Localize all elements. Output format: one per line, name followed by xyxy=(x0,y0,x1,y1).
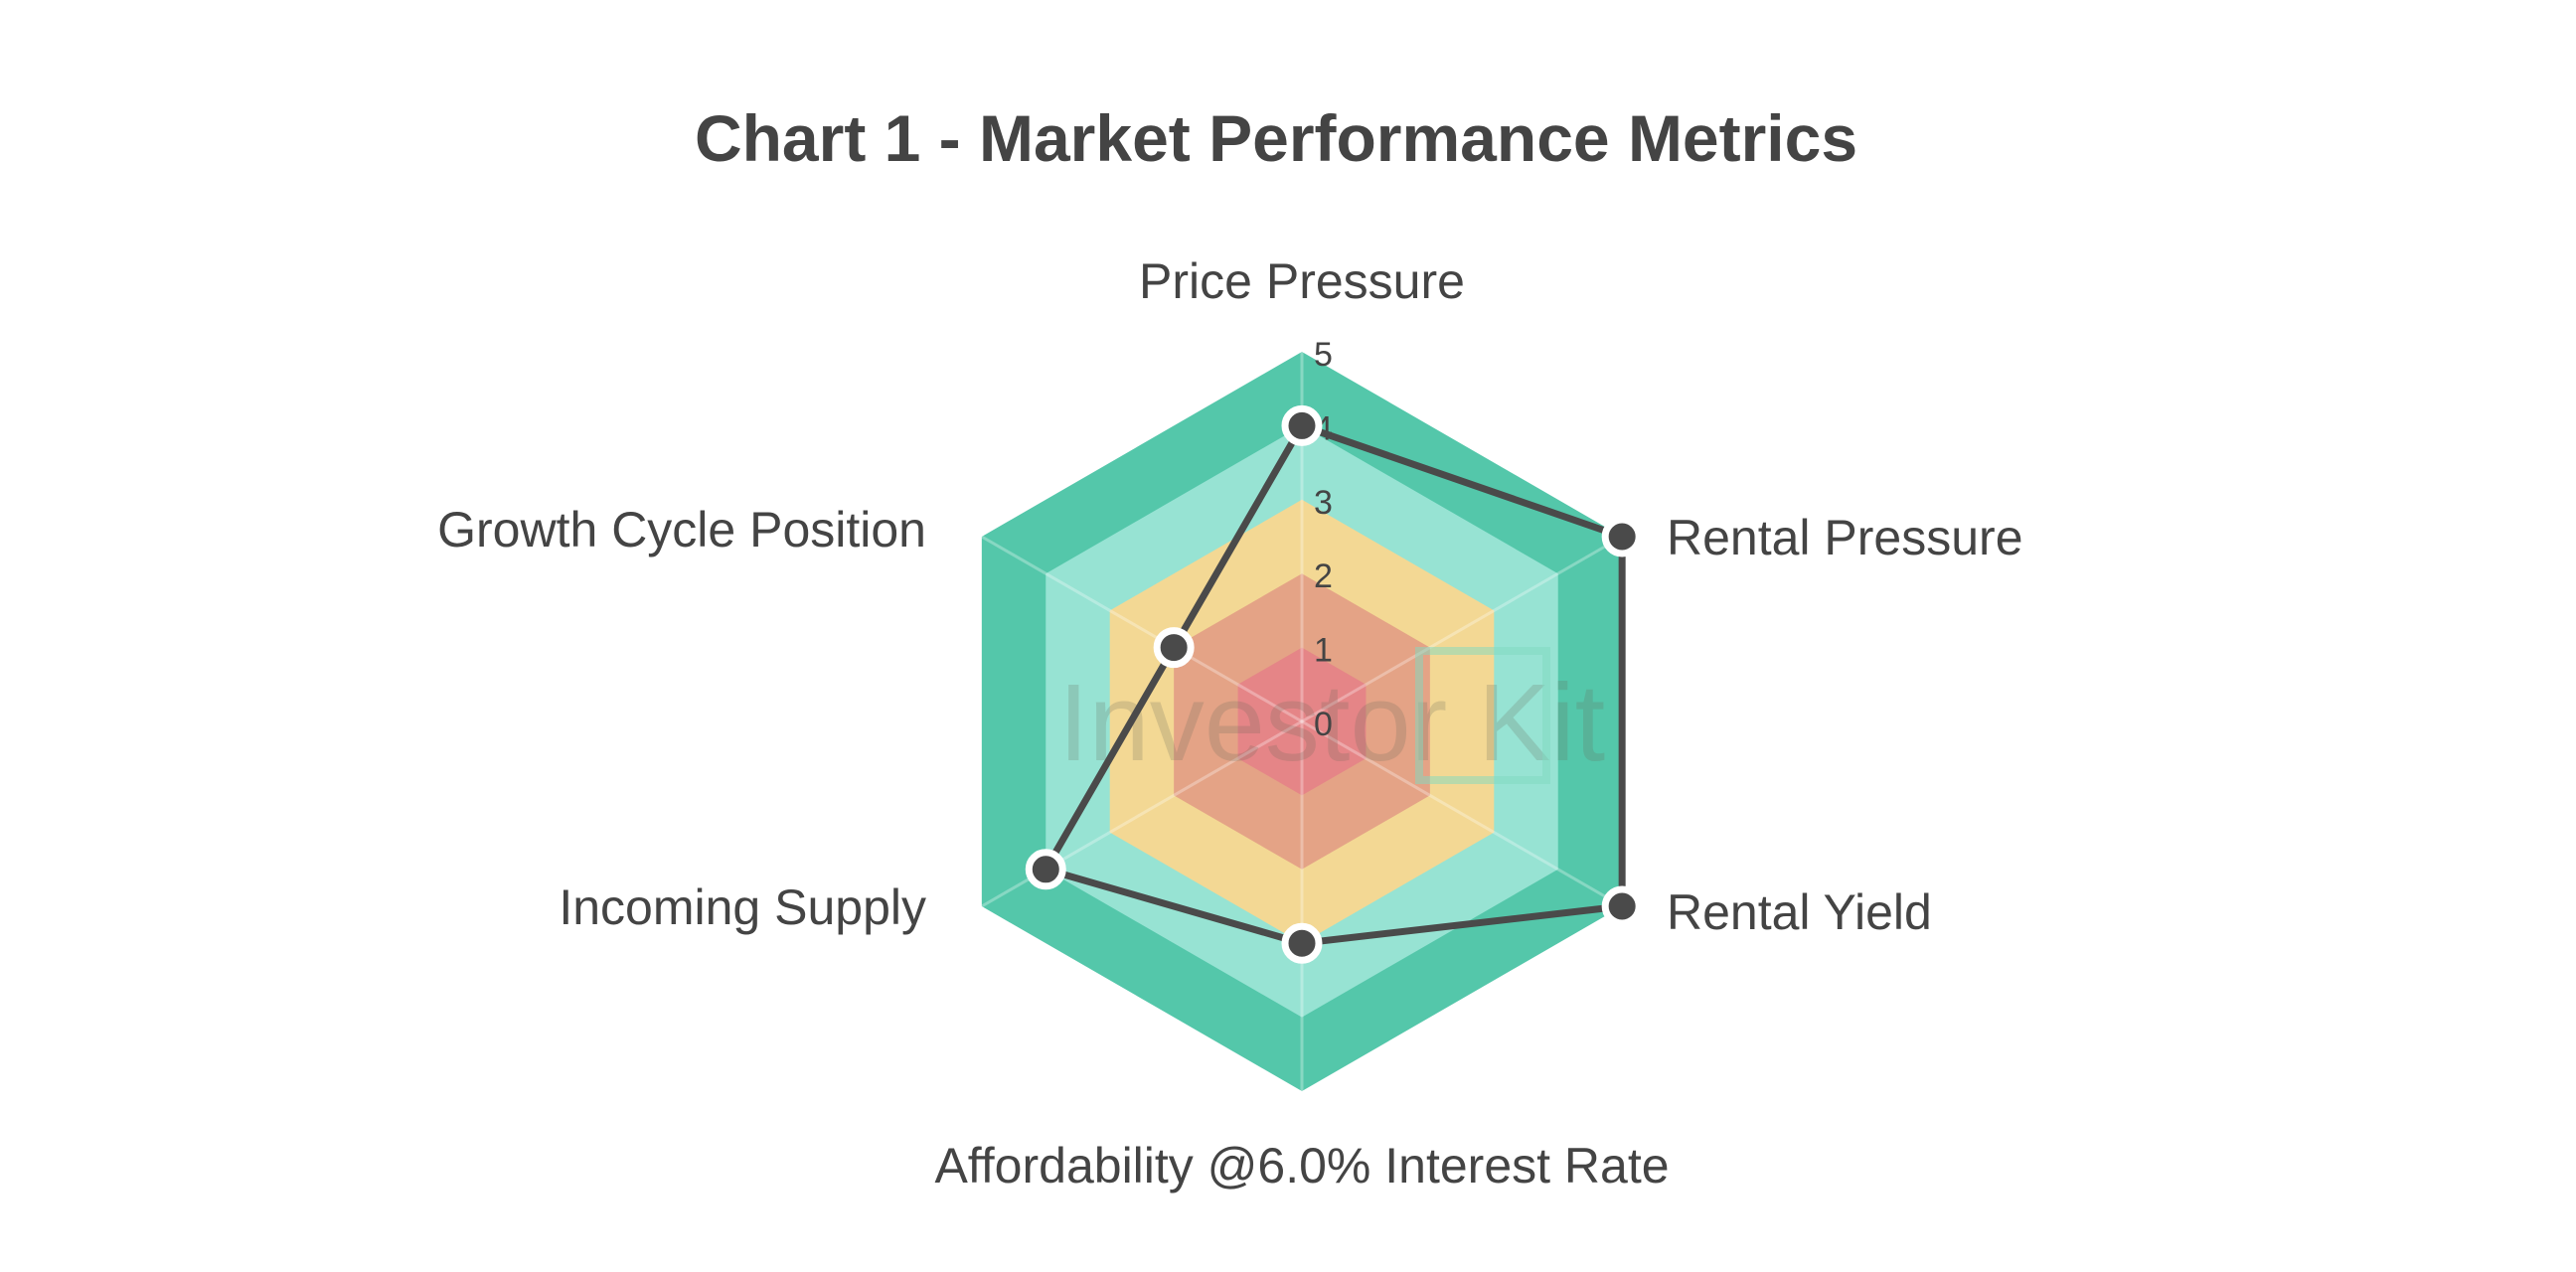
data-point[interactable] xyxy=(1601,885,1643,927)
data-point[interactable] xyxy=(1601,516,1643,557)
axis-label: Rental Yield xyxy=(1667,884,1932,940)
spoke xyxy=(1301,719,1623,908)
axis-label: Incoming Supply xyxy=(559,879,926,935)
axis-label: Growth Cycle Position xyxy=(437,502,926,557)
spoke xyxy=(981,535,1303,723)
band-0-1 xyxy=(1237,647,1367,796)
data-point[interactable] xyxy=(1153,627,1195,669)
data-point[interactable] xyxy=(1025,849,1066,890)
data-series xyxy=(1025,404,1643,964)
tick-label: 3 xyxy=(1314,484,1333,522)
data-point[interactable] xyxy=(1281,922,1323,964)
axis-label: Price Pressure xyxy=(1139,253,1465,309)
watermark-logo: Investor Kit xyxy=(1058,647,1605,784)
tick-label: 2 xyxy=(1314,557,1333,595)
axis-label: Affordability @6.0% Interest Rate xyxy=(934,1138,1669,1193)
axis-labels: Price Pressure Rental Pressure Rental Yiel… xyxy=(437,253,2022,1193)
tick-label: 0 xyxy=(1314,706,1333,743)
radar-bands xyxy=(981,352,1623,1091)
data-point[interactable] xyxy=(1281,404,1323,446)
tick-label: 5 xyxy=(1314,336,1333,374)
spoke xyxy=(1301,535,1623,723)
tick-label: 1 xyxy=(1314,632,1333,670)
chart-title: Chart 1 - Market Performance Metrics xyxy=(695,101,1857,175)
axis-label: Rental Pressure xyxy=(1667,510,2023,565)
watermark-text: Investor Kit xyxy=(1058,662,1605,784)
